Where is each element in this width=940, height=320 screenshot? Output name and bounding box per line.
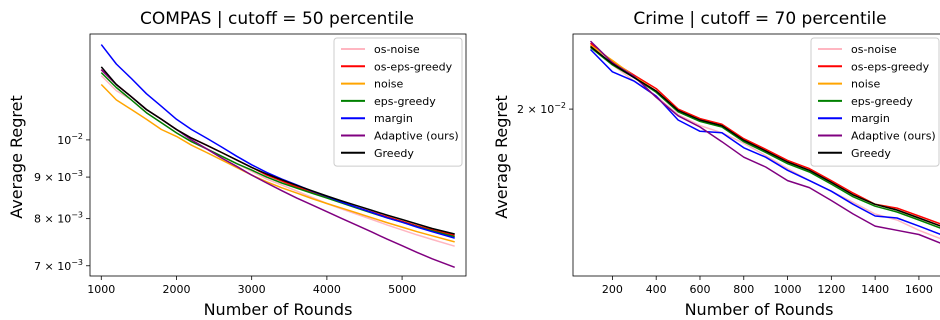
compas-x-tick-label: 2000 [162,283,190,296]
crime-x-tick-label: 1200 [817,283,845,296]
compas-y-axis-label: Average Regret [7,95,26,219]
compas-axes-frame [89,33,467,277]
crime-x-tick-label: 1400 [861,283,889,296]
compas-legend-label-1: os-eps-greedy [374,60,453,73]
crime-y-tick-label: 2 × 10−2 [517,101,566,116]
crime-legend: os-noise os-eps-greedy noise eps-greedy marg… [810,37,940,167]
crime-chart: os-noise os-eps-greedy noise eps-greedy marg… [492,9,940,319]
crime-legend-label-4: margin [851,112,890,125]
crime-x-tick-label: 600 [689,283,710,296]
compas-x-axis-label: Number of Rounds [204,300,353,319]
compas-legend-label-2: noise [374,78,403,91]
compas-y-tick-label: 10−2 [57,132,83,147]
crime-legend-label-6: Greedy [851,147,891,160]
crime-legend-label-1: os-eps-greedy [851,60,930,73]
compas-y-tick-label: 9 × 10−3 [34,169,83,184]
compas-legend-label-3: eps-greedy [374,95,436,108]
compas-legend-label-5: Adaptive (ours) [374,130,459,143]
crime-x-tick-label: 1600 [905,283,933,296]
crime-y-ticks: 2 × 10−2 [517,101,573,116]
compas-series-line-4 [100,44,455,239]
crime-axes-frame [572,33,940,277]
compas-series-line-2 [100,83,455,243]
compas-x-tick-label: 4000 [313,283,341,296]
compas-x-tick-label: 5000 [388,283,416,296]
compas-series-line-6 [100,66,455,235]
compas-x-tick-label: 3000 [238,283,266,296]
compas-plot-area [89,33,467,277]
crime-series-line-5 [589,40,940,244]
crime-x-tick-label: 1000 [774,283,802,296]
compas-x-tick-label: 1000 [87,283,115,296]
crime-chart-title: Crime | cutoff = 70 percentile [633,9,886,29]
compas-legend-label-0: os-noise [374,43,420,56]
compas-legend: os-noise os-eps-greedy noise eps-greedy marg… [333,37,463,167]
compas-legend-box [333,37,463,167]
crime-x-ticks: 200 400 600 800 1000 1200 1400 1600 [602,276,933,296]
compas-chart: os-noise os-eps-greedy noise eps-greedy marg… [7,9,467,319]
crime-legend-label-0: os-noise [851,43,897,56]
compas-y-tick-label: 8 × 10−3 [34,211,83,226]
crime-series-line-6 [590,45,940,227]
compas-y-ticks: 10−2 9 × 10−3 8 × 10−3 7 × 10−3 [34,132,90,273]
compas-legend-label-4: margin [374,112,413,125]
crime-plot-area [572,33,940,277]
crime-x-tick-label: 800 [733,283,754,296]
crime-x-axis-label: Number of Rounds [685,300,834,319]
compas-x-ticks: 1000 2000 3000 4000 5000 [87,276,416,296]
crime-x-tick-label: 400 [646,283,667,296]
compas-legend-label-6: Greedy [374,147,414,160]
crime-legend-label-2: noise [851,78,880,91]
compas-y-tick-label: 7 × 10−3 [34,258,83,273]
crime-y-axis-label: Average Regret [492,95,511,219]
compas-chart-title: COMPAS | cutoff = 50 percentile [140,9,414,29]
crime-x-tick-label: 200 [602,283,623,296]
crime-legend-label-5: Adaptive (ours) [851,130,936,143]
crime-legend-box [810,37,940,167]
crime-legend-label-3: eps-greedy [851,95,913,108]
